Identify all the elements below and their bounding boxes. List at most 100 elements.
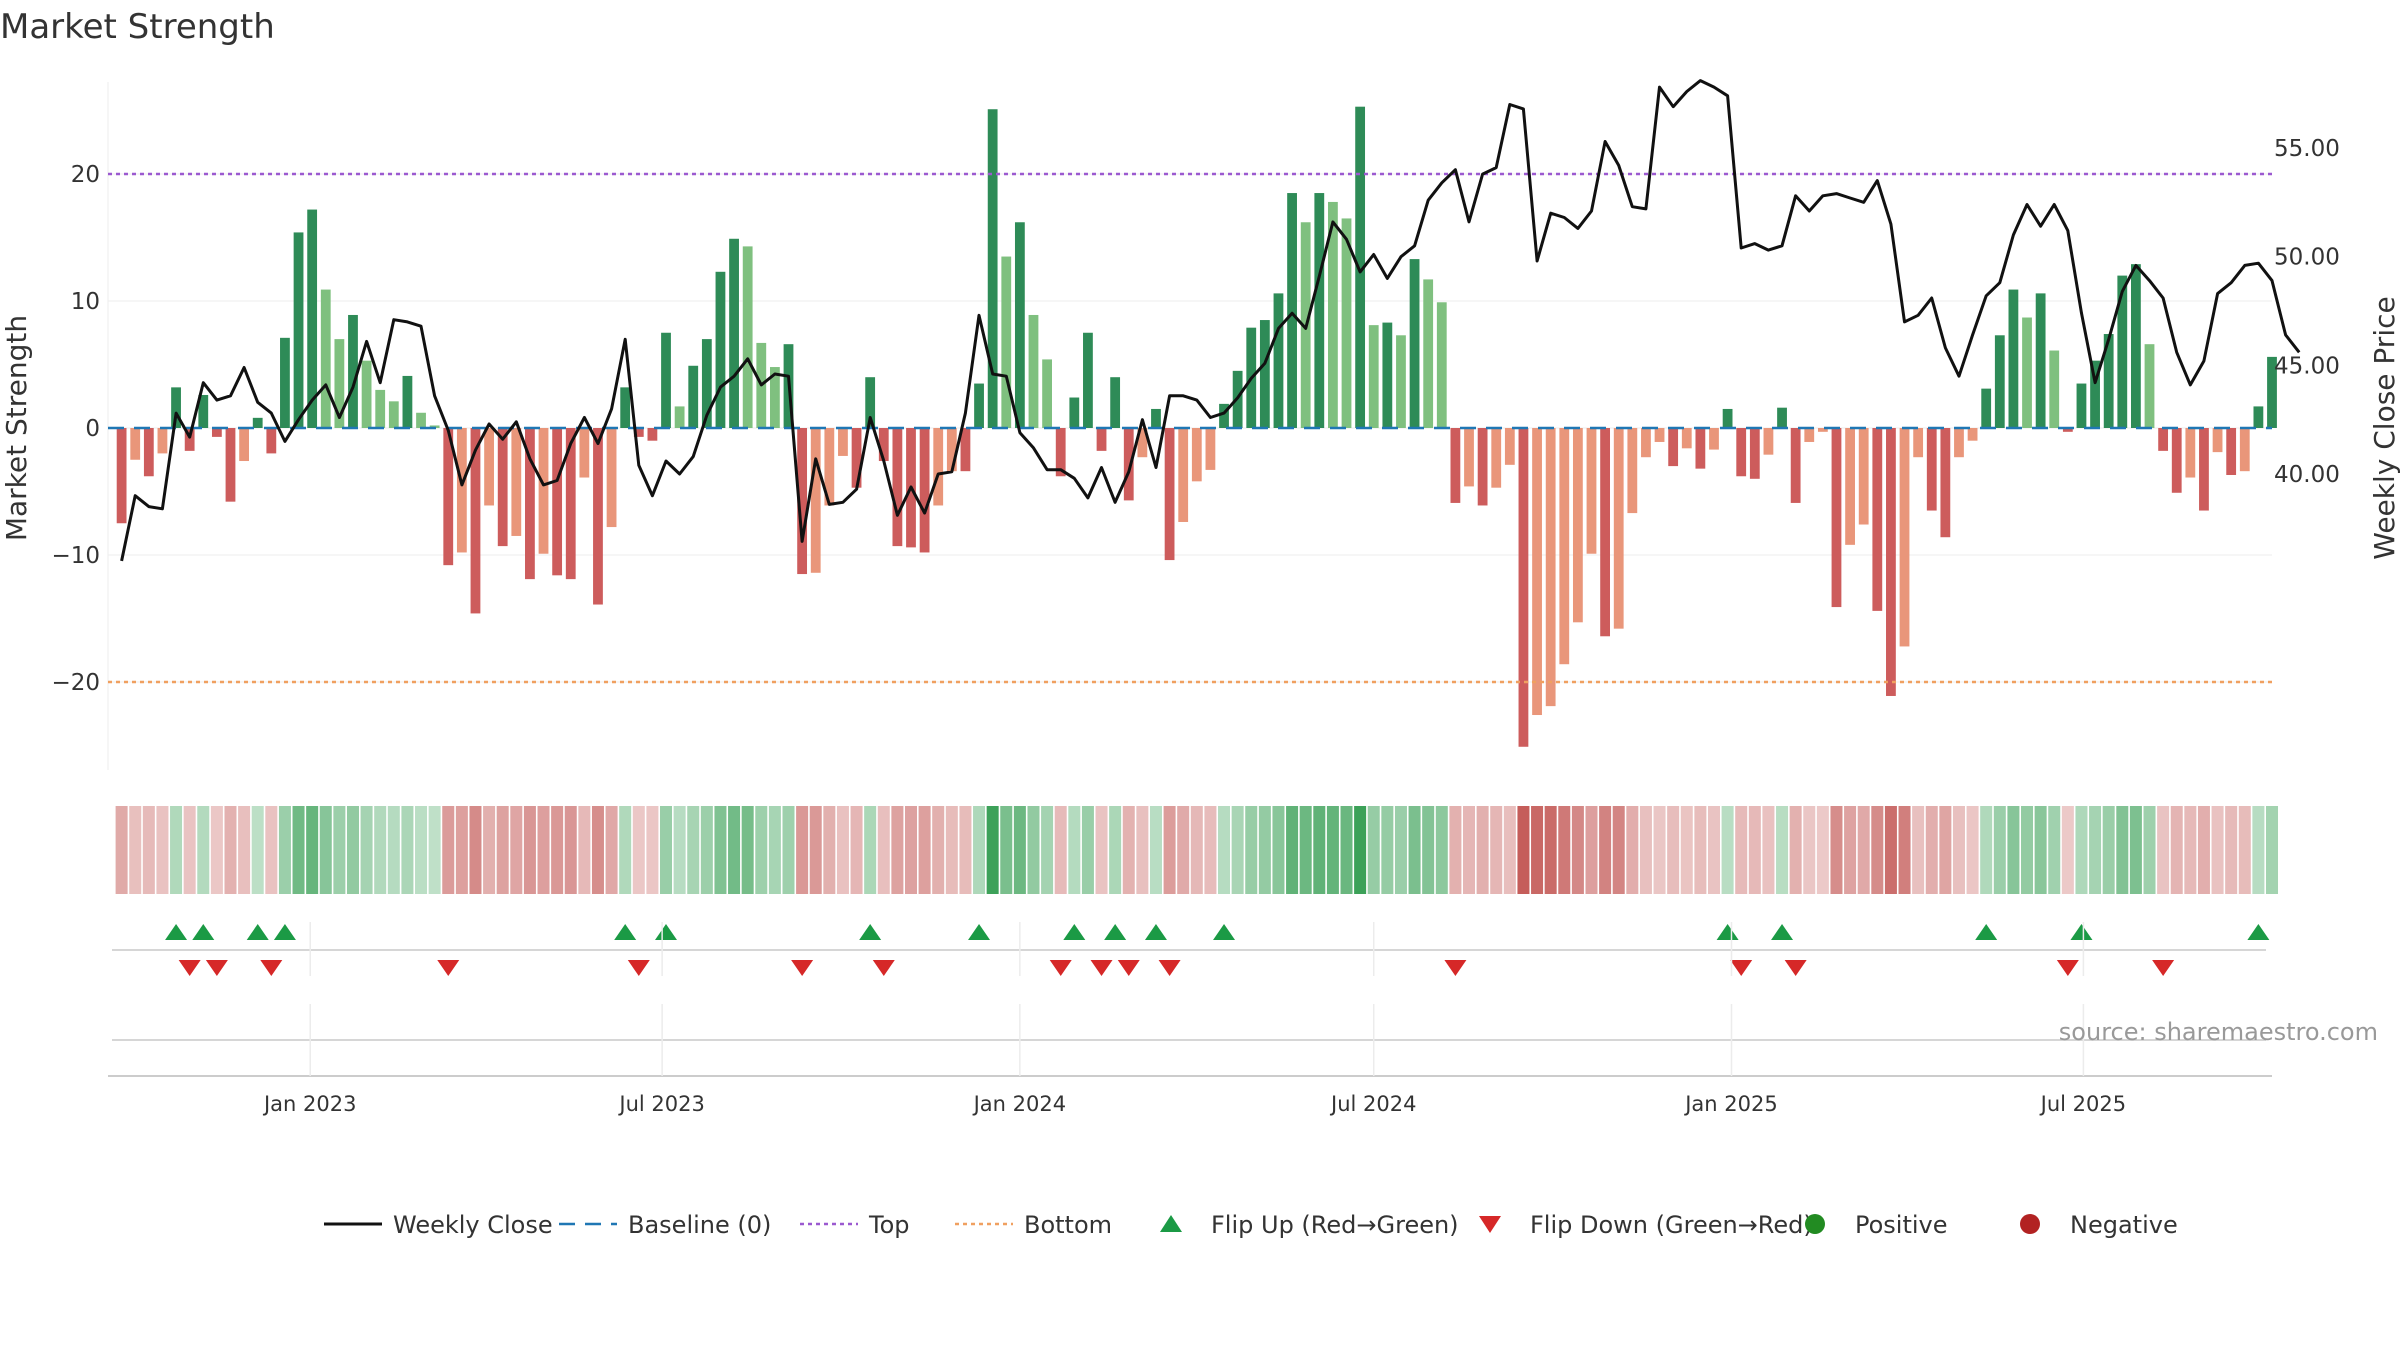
strength-bar	[1695, 428, 1706, 469]
heat-cell	[129, 806, 142, 894]
left-tick-label: −20	[51, 670, 100, 696]
strength-bar	[1096, 428, 1107, 451]
strength-bar	[1994, 335, 2005, 428]
strength-bar	[1559, 428, 1570, 665]
strength-bar	[851, 428, 862, 488]
heat-cell	[319, 806, 332, 894]
heat-cell	[415, 806, 428, 894]
flip-down-marker	[2152, 960, 2175, 976]
heat-cell	[1435, 806, 1448, 894]
strength-bar	[307, 209, 318, 428]
strength-bar	[1164, 428, 1175, 561]
flip-down-marker	[1444, 960, 1467, 976]
heat-cell	[1816, 806, 1829, 894]
x-tick-label: Jan 2024	[972, 1092, 1067, 1116]
flip-up-marker	[1063, 924, 1086, 940]
strength-bar	[552, 428, 563, 576]
heat-cell	[1041, 806, 1054, 894]
strength-bar	[1600, 428, 1611, 637]
heat-cell	[469, 806, 482, 894]
heat-cell	[1721, 806, 1734, 894]
left-tick-label: −10	[51, 543, 100, 569]
heat-cell	[809, 806, 822, 894]
flip-down-marker	[1090, 960, 1113, 976]
heat-cell	[1857, 806, 1870, 894]
strength-bar	[1518, 428, 1529, 747]
heat-cell	[2238, 806, 2251, 894]
heat-cell	[306, 806, 319, 894]
legend-flip-down-swatch	[1479, 1216, 1501, 1233]
strength-bar	[579, 428, 590, 478]
strength-bar	[1328, 201, 1338, 428]
flip-down-marker	[437, 960, 460, 976]
flip-down-marker	[872, 960, 895, 976]
strength-bar	[2022, 317, 2032, 428]
strength-bar	[1314, 193, 1325, 428]
strength-bar	[674, 406, 685, 428]
heat-cell	[1531, 806, 1544, 894]
legend-negative-label: Negative	[2070, 1211, 2178, 1239]
heat-cell	[728, 806, 741, 894]
heat-cell	[932, 806, 945, 894]
strength-bar	[1763, 428, 1774, 455]
heat-cell	[1680, 806, 1693, 894]
strength-bar	[1913, 428, 1924, 458]
strength-bar	[729, 238, 739, 428]
strength-bar	[1532, 428, 1542, 716]
heat-cell	[2021, 806, 2034, 894]
strength-bar	[1123, 428, 1134, 501]
x-tick-label: Jul 2025	[2039, 1092, 2126, 1116]
strength-bar	[2239, 428, 2250, 472]
heat-cell	[1884, 806, 1897, 894]
legend-bottom-label: Bottom	[1024, 1211, 1112, 1239]
heat-cell	[891, 806, 904, 894]
heat-cell	[591, 806, 604, 894]
strength-bar	[810, 428, 821, 573]
flip-up-marker	[968, 924, 991, 940]
strength-bar	[1654, 428, 1665, 442]
strength-bar	[1613, 428, 1624, 629]
heat-cell	[1612, 806, 1625, 894]
heat-cell	[1258, 806, 1271, 894]
heat-cell	[1122, 806, 1135, 894]
heat-cell	[360, 806, 373, 894]
legend-positive-swatch	[1805, 1214, 1825, 1234]
strength-bar	[198, 394, 209, 428]
strength-bar	[538, 428, 549, 554]
heat-cell	[2265, 806, 2279, 894]
strength-bar	[974, 383, 984, 428]
strength-bar	[1151, 408, 1161, 428]
heat-cell	[619, 806, 632, 894]
chart-legend: Weekly Close Baseline (0) Top Bottom Flip Up…	[324, 1211, 2178, 1239]
strength-bar	[1178, 428, 1189, 522]
strength-bar	[1981, 388, 1992, 428]
flip-down-marker	[178, 960, 201, 976]
heat-cell	[1544, 806, 1557, 894]
heat-cell	[251, 806, 264, 894]
strength-bar	[1001, 256, 1012, 428]
heat-cell	[1218, 806, 1231, 894]
heat-cell	[1367, 806, 1380, 894]
heat-cell	[1517, 806, 1530, 894]
heat-cell	[455, 806, 468, 894]
heat-cell	[646, 806, 659, 894]
strength-bar	[1137, 428, 1148, 458]
strength-bar	[1205, 428, 1216, 470]
strength-bar	[2226, 428, 2237, 475]
strength-bar	[429, 425, 440, 428]
strength-bar	[348, 314, 358, 428]
strength-bar	[946, 428, 957, 472]
strength-bar	[987, 109, 998, 428]
flip-down-marker	[1784, 960, 1807, 976]
heat-cell	[1272, 806, 1285, 894]
strength-bar	[1845, 428, 1855, 545]
heat-cell	[1667, 806, 1680, 894]
heat-cell	[115, 806, 128, 894]
heat-cell	[2048, 806, 2061, 894]
heat-cell	[823, 806, 836, 894]
strength-bar	[1083, 332, 1093, 428]
flip-up-marker	[165, 924, 188, 940]
strength-bar	[701, 339, 712, 428]
strength-bar	[130, 428, 141, 460]
strength-bar	[443, 428, 454, 566]
